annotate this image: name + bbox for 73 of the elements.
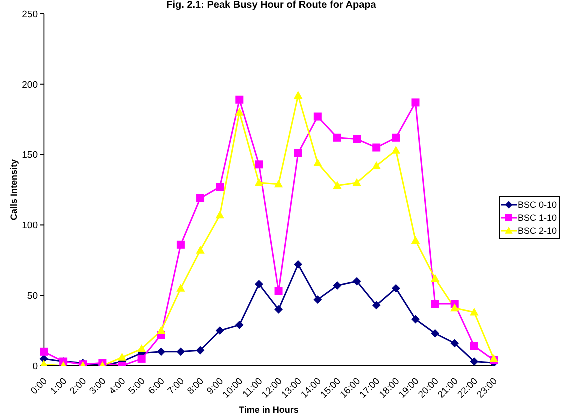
point	[412, 316, 420, 324]
point	[216, 326, 224, 335]
point	[176, 284, 185, 292]
point	[333, 134, 342, 142]
point	[372, 144, 381, 152]
point	[138, 354, 146, 363]
point	[372, 301, 381, 310]
point	[431, 274, 440, 282]
point	[176, 348, 185, 356]
point	[157, 348, 166, 356]
x-tick-label: 8:00	[186, 376, 206, 397]
point	[392, 134, 400, 142]
point	[470, 358, 478, 366]
point	[470, 308, 478, 316]
point	[450, 304, 459, 312]
y-tick-label: 50	[27, 290, 38, 302]
point	[372, 162, 381, 170]
point	[255, 160, 264, 169]
point	[236, 96, 244, 104]
point	[314, 296, 322, 304]
y-tick-label: 100	[22, 220, 38, 232]
point	[294, 149, 302, 158]
point	[255, 280, 264, 288]
x-tick-label: 0:00	[29, 376, 50, 397]
x-tick-label: 4:00	[107, 376, 128, 397]
point	[412, 236, 420, 244]
point	[294, 260, 302, 269]
point	[333, 282, 342, 290]
point	[450, 339, 459, 348]
point	[314, 112, 322, 121]
point	[196, 346, 205, 355]
point	[333, 182, 342, 190]
point	[196, 246, 205, 254]
x-axis-title: Time in Hours	[238, 405, 300, 415]
x-tick-label: 7:00	[166, 376, 187, 397]
point	[470, 342, 478, 350]
legend-label: BSC 0-10	[518, 200, 558, 210]
point	[118, 354, 126, 361]
point	[255, 178, 264, 186]
point	[314, 159, 322, 167]
point	[236, 321, 244, 330]
y-tick-label: 250	[22, 9, 38, 20]
point	[353, 178, 362, 186]
point	[353, 135, 362, 144]
point	[294, 92, 302, 99]
x-tick-label: 5:00	[126, 376, 148, 397]
point	[392, 146, 400, 154]
point	[138, 345, 146, 352]
y-tick-label: 150	[22, 150, 38, 162]
point	[157, 326, 166, 334]
legend-label: BSC 1-10	[518, 212, 558, 222]
x-tick-label: 3:00	[88, 376, 109, 397]
x-tick-label: 6:00	[146, 376, 168, 397]
y-tick-label: 200	[22, 80, 38, 91]
point	[392, 284, 400, 293]
y-tick-label: 0	[32, 361, 38, 372]
point	[196, 194, 205, 202]
point	[274, 287, 283, 296]
point	[274, 180, 283, 188]
chart-title: Fig. 2.1: Peak Busy Hour of Route for Apapa	[166, 0, 378, 11]
legend-label: BSC 2-10	[518, 226, 558, 236]
point	[274, 306, 283, 314]
point	[216, 211, 224, 219]
y-axis-title: Calls Intensity	[9, 159, 19, 221]
point	[40, 348, 48, 356]
point	[216, 183, 224, 192]
point	[353, 278, 362, 286]
point	[431, 300, 440, 308]
point	[431, 330, 440, 338]
point	[236, 108, 244, 116]
point	[176, 240, 185, 249]
point	[412, 98, 420, 107]
point	[40, 354, 48, 363]
